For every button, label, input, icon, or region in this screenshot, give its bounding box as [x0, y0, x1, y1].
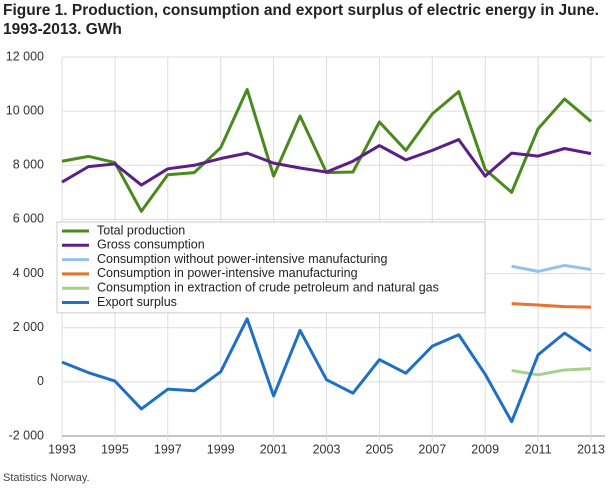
x-tick-label: 1997 [154, 442, 182, 456]
legend-label: Export surplus [97, 295, 177, 309]
x-tick-label: 1993 [48, 442, 76, 456]
legend-label: Consumption without power-intensive manu… [97, 252, 387, 266]
chart-title: Figure 1. Production, consumption and ex… [3, 2, 599, 19]
y-tick-label: 0 [37, 374, 44, 388]
y-tick-label: 12 000 [6, 49, 44, 63]
legend-label: Total production [97, 223, 185, 237]
x-tick-label: 1999 [207, 442, 235, 456]
series-line [511, 302, 592, 309]
legend-label: Consumption in extraction of crude petro… [97, 280, 439, 294]
y-tick-label: 4 000 [13, 266, 44, 280]
legend-label: Consumption in power-intensive manufactu… [97, 266, 358, 280]
x-tick-label: 2009 [471, 442, 499, 456]
source: Statistics Norway. [3, 472, 90, 484]
series-line [511, 367, 592, 377]
y-tick-label: 2 000 [13, 320, 44, 334]
chart-title: 1993-2013. GWh [3, 21, 122, 38]
legend-box [56, 221, 486, 314]
y-tick-label: 6 000 [13, 212, 44, 226]
x-tick-label: 1995 [101, 442, 129, 456]
x-tick-label: 2007 [418, 442, 446, 456]
y-tick-label: 8 000 [13, 158, 44, 172]
series-line [61, 317, 592, 424]
series-line [61, 138, 592, 187]
x-tick-label: 2001 [260, 442, 288, 456]
y-tick-label: 10 000 [6, 103, 44, 117]
x-tick-label: 2005 [365, 442, 393, 456]
x-tick-label: 2013 [577, 442, 605, 456]
x-tick-label: 2003 [313, 442, 341, 456]
series-line [511, 263, 592, 273]
x-tick-label: 2011 [525, 442, 552, 456]
legend-label: Gross consumption [97, 238, 205, 252]
y-tick-label: -2 000 [9, 428, 44, 442]
